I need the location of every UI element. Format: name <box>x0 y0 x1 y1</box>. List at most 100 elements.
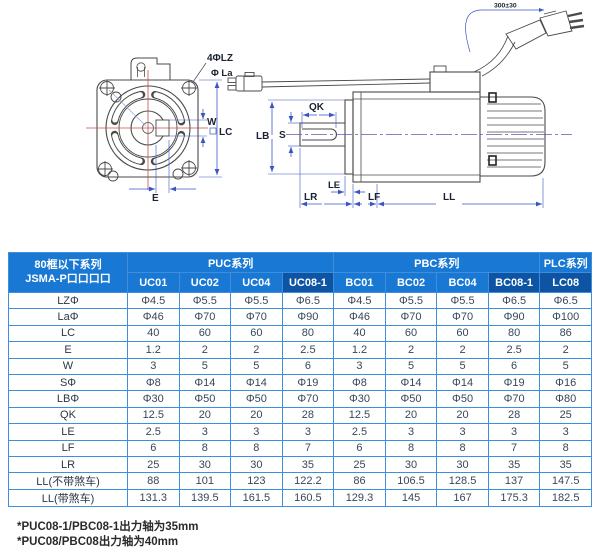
spec-cell: 3 <box>384 423 438 441</box>
spec-cell: Φ8 <box>127 373 180 392</box>
spec-cell: Φ50 <box>178 390 232 408</box>
model-header-row: UC01 UC02 UC04 UC08-1 BC01 BC02 BC04 BC08-1 LC08 <box>9 272 592 293</box>
spec-cell: 2 <box>436 341 489 359</box>
bolt-count-label: 4ΦLZ <box>207 53 233 64</box>
spec-cell: 167 <box>436 489 489 508</box>
spec-cell: 7 <box>487 439 541 457</box>
series-group-header: PBC系列 <box>333 252 541 273</box>
s-label: S <box>279 130 286 141</box>
table-row: LF 6 8 8 7 6 8 8 7 8 <box>8 439 592 457</box>
lc-label: LC <box>219 127 232 138</box>
spec-cell: Φ8 <box>333 373 386 392</box>
spec-cell: 3 <box>127 357 180 375</box>
spec-cell: Φ6.5 <box>281 291 335 310</box>
spec-table-body: LZΦ Φ4.5 Φ5.5 Φ5.5 Φ6.5 Φ4.5 Φ5.5 Φ5.5 Φ6.5 Φ6.5 L… <box>8 291 592 508</box>
front-centerlines <box>86 70 208 190</box>
spec-cell: 2 <box>539 341 592 359</box>
spec-cell: 80 <box>487 324 541 343</box>
spec-cell: 60 <box>178 324 232 343</box>
spec-cell: Φ16 <box>539 373 592 392</box>
spec-cell: Φ80 <box>539 390 592 408</box>
front-labels: 4ΦLZ Φ La W LC E <box>152 53 233 204</box>
spec-cell: 2 <box>178 341 232 359</box>
spec-cell: 5 <box>436 357 489 375</box>
spec-cell: Φ30 <box>127 390 180 408</box>
spec-cell: Φ5.5 <box>230 291 283 310</box>
row-label: QK <box>8 406 128 425</box>
spec-cell: 106.5 <box>384 472 438 491</box>
spec-cell: 2.5 <box>127 423 180 441</box>
le-label: LE <box>328 180 340 191</box>
spec-cell: 6 <box>333 439 386 457</box>
cable-length-label: 300±30 <box>494 3 517 10</box>
spec-cell: Φ14 <box>384 373 438 392</box>
spec-cell: 8 <box>230 439 283 457</box>
table-row: LC 40 60 60 80 40 60 60 80 86 <box>8 324 592 343</box>
side-dimensions <box>268 7 544 208</box>
spec-cell: 88 <box>127 472 180 491</box>
spec-cell: 7 <box>281 439 335 457</box>
spec-cell: Φ90 <box>281 308 335 326</box>
spec-cell: 40 <box>333 324 386 343</box>
ll-label: LL <box>443 192 455 203</box>
table-row: QK 12.5 20 20 28 12.5 20 20 28 25 <box>8 406 592 425</box>
spec-cell: 30 <box>178 455 232 474</box>
row-label: LL(带煞车) <box>8 489 128 508</box>
spec-cell: 20 <box>230 406 283 425</box>
spec-cell: 35 <box>539 455 592 474</box>
spec-cell: 5 <box>384 357 438 375</box>
spec-cell: 20 <box>384 406 438 425</box>
spec-cell: 6 <box>281 357 335 375</box>
bolt-dia-label: Φ La <box>211 68 233 79</box>
column-header-bc01: BC01 <box>333 272 386 293</box>
spec-cell: 1.2 <box>127 341 180 359</box>
table-row: SΦ Φ8 Φ14 Φ14 Φ19 Φ8 Φ14 Φ14 Φ19 Φ16 <box>8 373 592 392</box>
column-header-uc01: UC01 <box>127 272 180 293</box>
spec-cell: Φ14 <box>436 373 489 392</box>
row-label: SΦ <box>8 373 128 392</box>
spec-cell: 30 <box>230 455 283 474</box>
spec-cell: 80 <box>281 324 335 343</box>
row-label: W <box>8 357 128 375</box>
table-row: LBΦ Φ30 Φ50 Φ50 Φ70 Φ30 Φ50 Φ50 Φ70 Φ80 <box>8 390 592 408</box>
spec-cell: 60 <box>230 324 283 343</box>
spec-cell: 6 <box>127 439 180 457</box>
spec-cell: 3 <box>436 423 489 441</box>
spec-cell: 101 <box>178 472 232 491</box>
spec-table-header: 80框以下系列 JSMA-P口口口口 PUC系列 PBC系列 PLC系列 UC01 U… <box>8 252 592 293</box>
spec-cell: 2.5 <box>333 423 386 441</box>
mounting-holes <box>97 80 197 182</box>
spec-cell: Φ70 <box>487 390 541 408</box>
spec-cell: 25 <box>127 455 180 474</box>
spec-cell: Φ5.5 <box>384 291 438 310</box>
spec-cell: 8 <box>178 439 232 457</box>
dimension-spec-table: 80框以下系列 JSMA-P口口口口 PUC系列 PBC系列 PLC系列 UC01 U… <box>8 252 592 508</box>
corner-header: 80框以下系列 JSMA-P口口口口 <box>8 252 128 293</box>
spec-cell: 30 <box>436 455 489 474</box>
table-row: LZΦ Φ4.5 Φ5.5 Φ5.5 Φ6.5 Φ4.5 Φ5.5 Φ5.5 Φ6.5 Φ6.5 <box>8 291 592 310</box>
spec-cell: 5 <box>539 357 592 375</box>
row-label: LL(不带煞车) <box>8 472 128 491</box>
spec-cell: Φ70 <box>230 308 283 326</box>
spec-cell: 2 <box>384 341 438 359</box>
spec-cell: 2 <box>230 341 283 359</box>
table-row: LR 25 30 30 35 25 30 30 35 35 <box>8 455 592 474</box>
table-row: LL(带煞车) 131.3 139.5 161.5 160.5 129.3 145 167 17… <box>8 489 592 508</box>
spec-cell: Φ46 <box>333 308 386 326</box>
spec-cell: 175.3 <box>487 489 541 508</box>
spec-cell: Φ50 <box>230 390 283 408</box>
side-labels: 300±30 QK S LB LE LR LF LL <box>256 3 517 204</box>
spec-cell: 25 <box>333 455 386 474</box>
spec-cell: Φ90 <box>487 308 541 326</box>
spec-cell: 1.2 <box>333 341 386 359</box>
spec-cell: 8 <box>384 439 438 457</box>
spec-cell: Φ30 <box>333 390 386 408</box>
spec-cell: 86 <box>333 472 386 491</box>
spec-cell: 20 <box>178 406 232 425</box>
table-row: LaΦ Φ46 Φ70 Φ70 Φ90 Φ46 Φ70 Φ70 Φ90 Φ100 <box>8 308 592 326</box>
row-label: E <box>8 341 128 359</box>
column-header-bc08-1: BC08-1 <box>487 272 541 293</box>
row-label: LBΦ <box>8 390 128 408</box>
spec-cell: Φ14 <box>178 373 232 392</box>
